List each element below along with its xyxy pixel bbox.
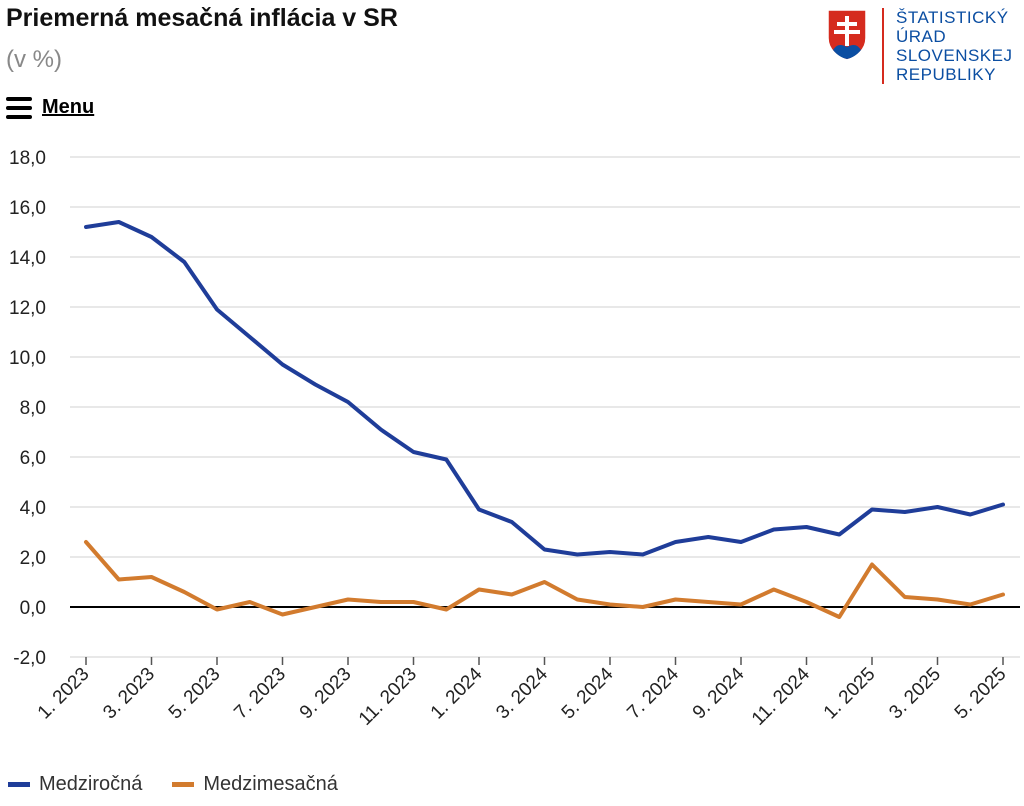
y-tick-label: 6,0 [20,448,46,469]
menu-button[interactable]: Menu [6,96,94,119]
x-tick-label: 5. 2023 [165,664,225,724]
logo-line: REPUBLIKY [896,65,996,84]
legend-swatch-medzimesacna [172,782,195,787]
logo: ŠTATISTICKÝ ÚRAD SLOVENSKEJ REPUBLIKY [826,8,1013,84]
logo-line: ŠTATISTICKÝ [896,8,1009,27]
y-tick-label: 12,0 [9,298,46,319]
legend-item-medzirocna[interactable]: Medziročná [8,773,142,796]
y-tick-label: 10,0 [9,348,46,369]
x-tick-label: 3. 2025 [885,664,945,724]
y-tick-label: 0,0 [20,598,46,619]
coat-of-arms-icon [827,9,867,61]
x-tick-label: 1. 2024 [427,663,487,723]
series-line-medzirocna [84,220,1005,557]
logo-line: ÚRAD [896,27,947,46]
y-tick-label: 16,0 [9,198,46,219]
x-tick-label: 11. 2023 [355,664,421,730]
x-tick-label: 7. 2024 [623,663,683,723]
x-tick-label: 1. 2023 [34,664,94,724]
x-tick-label: 3. 2023 [99,664,159,724]
logo-line: SLOVENSKEJ [896,46,1013,65]
x-tick-label: 5. 2025 [951,664,1011,724]
legend-item-medzimesacna[interactable]: Medzimesačná [172,773,338,796]
y-tick-label: -2,0 [13,648,46,669]
legend-label-medzimesacna: Medzimesačná [203,773,338,795]
x-tick-label: 9. 2024 [689,663,749,723]
chart-subtitle: (v %) [6,46,62,73]
chart-title: Priemerná mesačná inflácia v SR [6,4,398,32]
x-tick-label: 9. 2023 [296,664,356,724]
x-tick-label: 1. 2025 [820,664,880,724]
legend-swatch-medzirocna [8,782,30,787]
y-tick-label: 2,0 [20,548,46,569]
menu-label: Menu [42,96,95,118]
x-tick-label: 7. 2023 [230,664,290,724]
y-tick-label: 18,0 [9,148,46,169]
legend-label-medzirocna: Medziročná [39,773,143,795]
series-line-medzimesacna [84,540,1005,619]
logo-text: ŠTATISTICKÝ ÚRAD SLOVENSKEJ REPUBLIKY [882,8,1013,84]
x-tick-label: 3. 2024 [492,663,552,723]
y-tick-label: 4,0 [20,498,46,519]
x-tick-label: 11. 2024 [748,663,814,729]
chart-legend: Medziročná Medzimesačná [8,773,368,796]
x-tick-label: 5. 2024 [558,663,618,723]
hamburger-menu-icon [6,96,32,119]
y-tick-label: 8,0 [20,398,46,419]
y-tick-label: 14,0 [9,248,46,269]
